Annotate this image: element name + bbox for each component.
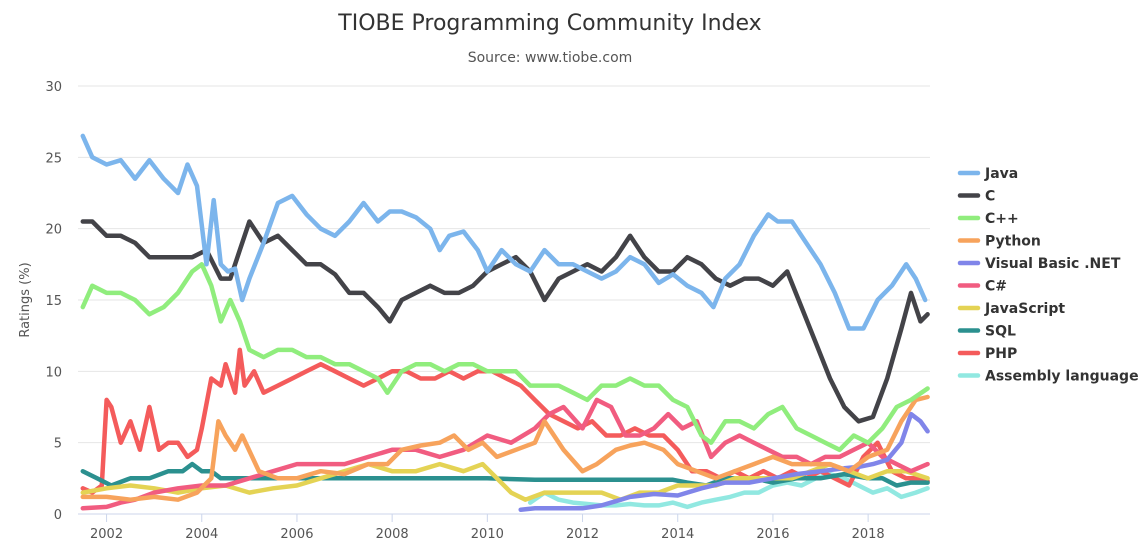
- legend-label: JavaScript: [984, 301, 1065, 317]
- series-line-php: [80, 347, 930, 495]
- x-tick-label: 2010: [471, 527, 504, 542]
- x-axis: 2002 2004 2006 2008 2010 2012 2014 2016 2018: [78, 513, 930, 542]
- x-tick-label: 2012: [566, 527, 599, 542]
- legend[interactable]: Java C C++ Python Visual Basic .NET C# JavaScr…: [957, 166, 1138, 385]
- legend-item[interactable]: JavaScript: [957, 301, 1065, 317]
- y-tick-label: 25: [45, 151, 62, 166]
- legend-label: C++: [985, 211, 1019, 227]
- y-tick-label: 0: [54, 508, 62, 523]
- legend-label: SQL: [985, 324, 1016, 340]
- y-tick-label: 5: [54, 437, 62, 452]
- plot-area: [80, 133, 930, 512]
- legend-item[interactable]: PHP: [957, 346, 1017, 362]
- y-tick-label: 10: [45, 365, 62, 380]
- legend-label: C#: [985, 279, 1007, 295]
- y-tick-label: 15: [45, 294, 62, 309]
- legend-item[interactable]: Java: [957, 166, 1018, 182]
- legend-item[interactable]: C: [957, 189, 995, 205]
- legend-label: Visual Basic .NET: [985, 256, 1121, 272]
- x-tick-label: 2006: [280, 527, 313, 542]
- legend-label: Python: [985, 234, 1041, 250]
- legend-label: PHP: [985, 346, 1017, 362]
- x-tick-label: 2016: [756, 527, 789, 542]
- x-tick-label: 2008: [376, 527, 409, 542]
- y-axis-title: Ratings (%): [18, 262, 33, 337]
- series-line-sql: [80, 461, 930, 488]
- chart-subtitle: Source: www.tiobe.com: [468, 50, 633, 66]
- legend-item[interactable]: C++: [957, 211, 1019, 227]
- series-line-javascript: [80, 461, 930, 502]
- chart-title: TIOBE Programming Community Index: [337, 11, 761, 36]
- legend-item[interactable]: Python: [957, 234, 1041, 250]
- grid: [78, 85, 930, 515]
- legend-item[interactable]: Visual Basic .NET: [957, 256, 1121, 272]
- y-axis: 0 5 10 15 20 25 30: [45, 80, 62, 523]
- x-tick-label: 2004: [185, 527, 218, 542]
- series-line-c: [80, 262, 930, 453]
- legend-item[interactable]: C#: [957, 279, 1007, 295]
- series-line-visual-basic-net: [518, 411, 930, 512]
- series-line-c: [80, 219, 930, 424]
- series-line-java: [80, 133, 928, 331]
- legend-item[interactable]: Assembly language: [957, 369, 1138, 385]
- legend-label: Java: [984, 166, 1018, 182]
- y-tick-label: 20: [45, 223, 62, 238]
- legend-item[interactable]: SQL: [957, 324, 1016, 340]
- y-tick-label: 30: [45, 80, 62, 95]
- series-line-python: [80, 394, 930, 502]
- x-tick-label: 2014: [661, 527, 694, 542]
- x-tick-label: 2018: [852, 527, 885, 542]
- legend-label: C: [985, 189, 995, 205]
- x-tick-label: 2002: [90, 527, 123, 542]
- legend-label: Assembly language: [985, 369, 1138, 385]
